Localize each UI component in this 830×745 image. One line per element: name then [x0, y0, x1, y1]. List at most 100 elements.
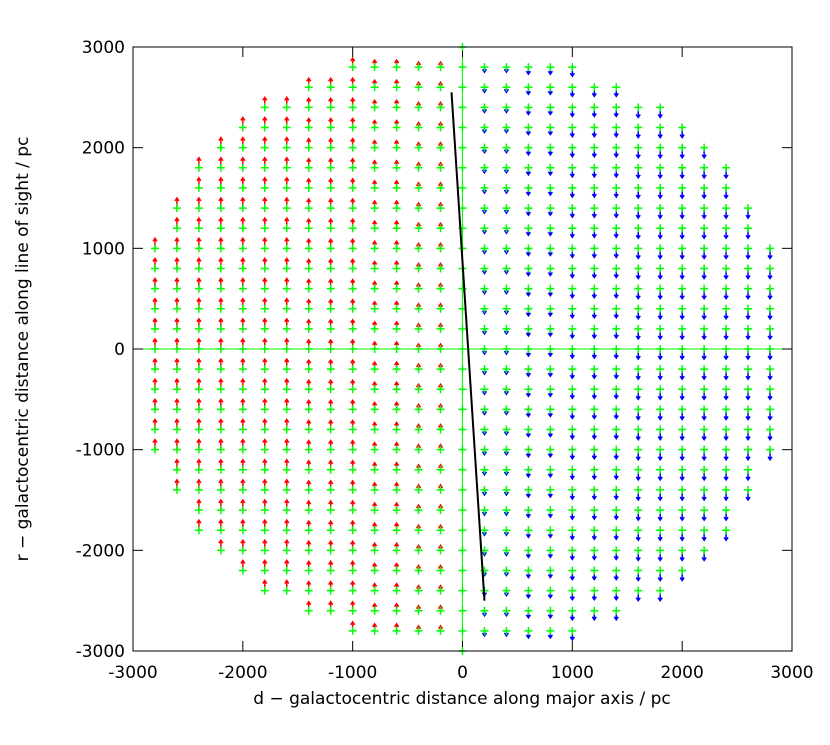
- marker: [216, 445, 225, 454]
- marker: [414, 425, 423, 434]
- y-tick-label: 1000: [82, 239, 125, 259]
- marker: [348, 244, 357, 253]
- marker: [348, 83, 357, 92]
- marker: [326, 566, 335, 575]
- marker: [546, 606, 555, 615]
- marker: [348, 365, 357, 374]
- marker: [546, 304, 555, 313]
- marker: [656, 204, 665, 213]
- marker: [150, 324, 159, 333]
- marker: [502, 324, 511, 333]
- marker: [282, 526, 291, 535]
- marker: [524, 566, 533, 575]
- marker: [722, 405, 731, 414]
- marker: [304, 425, 313, 434]
- marker: [590, 385, 599, 394]
- marker: [436, 465, 445, 474]
- marker: [392, 365, 401, 374]
- marker: [260, 163, 269, 172]
- marker: [216, 425, 225, 434]
- marker: [326, 143, 335, 152]
- marker: [744, 264, 753, 273]
- marker: [458, 385, 467, 394]
- marker: [634, 324, 643, 333]
- marker: [744, 405, 753, 414]
- marker: [392, 304, 401, 313]
- marker: [568, 183, 577, 192]
- marker: [260, 324, 269, 333]
- marker: [370, 345, 379, 353]
- marker: [348, 425, 357, 434]
- marker: [238, 324, 247, 333]
- marker: [568, 143, 577, 152]
- marker: [502, 284, 511, 293]
- marker: [502, 163, 511, 172]
- marker: [700, 183, 709, 192]
- marker: [392, 143, 401, 152]
- marker: [700, 465, 709, 474]
- marker: [590, 425, 599, 434]
- marker: [568, 284, 577, 293]
- marker: [238, 143, 247, 152]
- marker: [480, 163, 489, 172]
- marker: [678, 526, 687, 535]
- marker: [502, 103, 511, 112]
- marker: [590, 103, 599, 112]
- marker: [326, 485, 335, 494]
- marker: [348, 405, 357, 414]
- marker: [612, 546, 621, 555]
- marker: [348, 345, 357, 353]
- marker: [546, 63, 555, 72]
- marker: [392, 244, 401, 253]
- marker: [568, 163, 577, 172]
- marker: [590, 224, 599, 233]
- marker: [524, 425, 533, 434]
- marker: [436, 143, 445, 152]
- marker: [392, 405, 401, 414]
- marker: [216, 163, 225, 172]
- marker: [326, 103, 335, 112]
- marker: [238, 546, 247, 555]
- marker: [326, 204, 335, 213]
- marker: [282, 284, 291, 293]
- marker: [678, 264, 687, 273]
- marker: [568, 425, 577, 434]
- marker: [524, 83, 533, 92]
- marker: [458, 63, 467, 72]
- marker: [678, 345, 687, 353]
- marker: [392, 224, 401, 233]
- marker: [436, 445, 445, 454]
- marker: [392, 385, 401, 394]
- marker: [458, 445, 467, 454]
- marker: [370, 626, 379, 635]
- marker: [744, 244, 753, 253]
- marker: [656, 566, 665, 575]
- marker: [260, 224, 269, 233]
- marker: [150, 385, 159, 394]
- marker: [634, 183, 643, 192]
- marker: [656, 365, 665, 374]
- marker: [238, 183, 247, 192]
- marker: [348, 264, 357, 273]
- marker: [524, 546, 533, 555]
- marker: [634, 365, 643, 374]
- marker: [546, 244, 555, 253]
- marker: [392, 465, 401, 474]
- marker: [150, 425, 159, 434]
- marker: [678, 546, 687, 555]
- marker: [546, 566, 555, 575]
- marker: [414, 284, 423, 293]
- marker: [172, 304, 181, 313]
- marker: [656, 264, 665, 273]
- marker: [678, 405, 687, 414]
- marker: [436, 626, 445, 635]
- marker: [524, 465, 533, 474]
- marker: [238, 465, 247, 474]
- marker: [524, 63, 533, 72]
- marker: [502, 586, 511, 595]
- marker: [348, 204, 357, 213]
- marker: [414, 304, 423, 313]
- marker: [370, 405, 379, 414]
- marker: [414, 163, 423, 172]
